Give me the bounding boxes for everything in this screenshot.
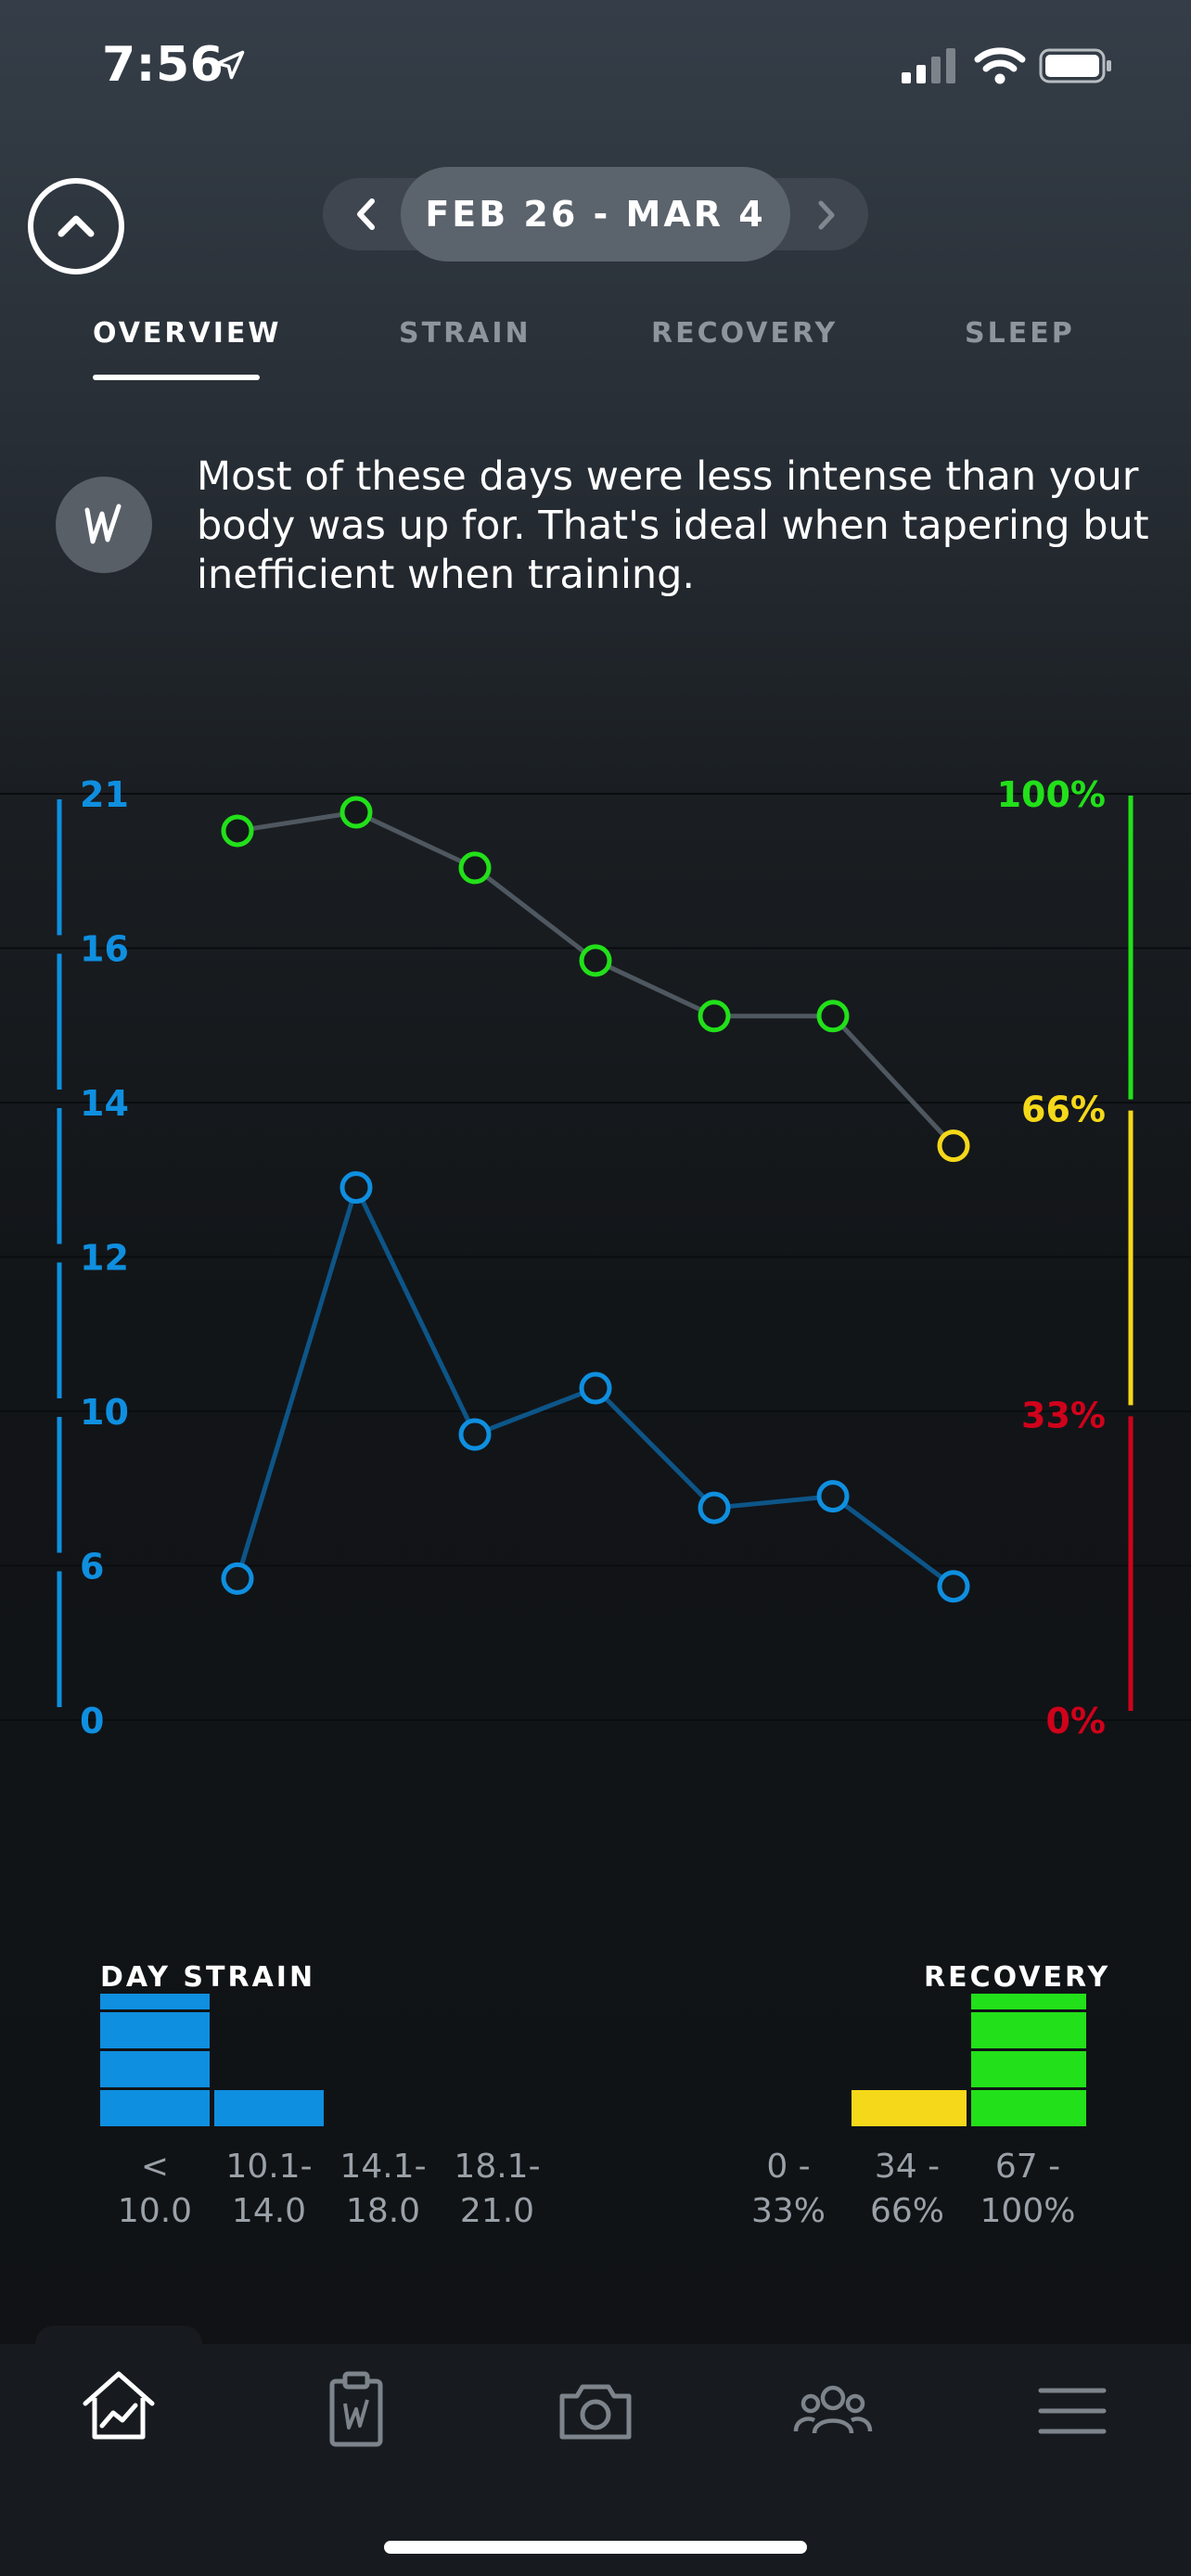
recovery-point[interactable] — [221, 814, 254, 848]
whoop-logo — [56, 477, 152, 573]
date-range-label[interactable]: FEB 26 - MAR 4 — [401, 167, 790, 261]
tab-sleep[interactable]: SLEEP — [965, 317, 1075, 350]
whoop-logo-icon — [84, 504, 122, 544]
recovery-hist-title: RECOVERY — [924, 1961, 1111, 1994]
journal-icon[interactable] — [310, 2363, 403, 2455]
recovery-bin-label: 67 - — [995, 2148, 1060, 2186]
insight-text: Most of these days were less intense tha… — [197, 453, 1149, 598]
strain-point[interactable] — [937, 1570, 970, 1603]
strain-bin-label: < — [141, 2148, 169, 2186]
strain-point[interactable] — [816, 1480, 850, 1513]
collapse-button[interactable] — [28, 178, 124, 274]
camera-icon[interactable] — [549, 2363, 642, 2455]
strain-bin-label: 14.0 — [232, 2192, 306, 2225]
strain-hist-block — [100, 2012, 210, 2048]
right-tick-label: 66% — [1021, 1090, 1106, 1130]
right-tick-label: 0% — [1045, 1701, 1106, 1741]
menu-icon[interactable] — [1026, 2363, 1119, 2455]
recovery-bin-label: 34 - — [875, 2148, 940, 2186]
recovery-hist-block — [971, 2051, 1086, 2087]
strain-bin-label: 14.1- — [339, 2148, 426, 2186]
recovery-bin-label: 100% — [980, 2192, 1076, 2225]
recovery-bin-label: 33% — [751, 2192, 826, 2225]
recovery-hist-block — [971, 1994, 1086, 2009]
strain-bin-label: 10.0 — [118, 2192, 192, 2225]
recovery-bin-label: 66% — [870, 2192, 944, 2225]
day-strain-title: DAY STRAIN — [100, 1961, 316, 1994]
strain-hist-block — [100, 1994, 210, 2009]
left-tick-label: 0 — [80, 1701, 104, 1741]
wifi-icon — [974, 47, 1026, 84]
left-tick-label: 12 — [80, 1238, 129, 1279]
strain-point[interactable] — [458, 1418, 492, 1451]
strain-hist-block — [100, 2090, 210, 2126]
right-tick-label: 33% — [1021, 1395, 1106, 1435]
recovery-line — [237, 810, 955, 1148]
chevron-left-icon[interactable] — [351, 196, 382, 233]
tab-recovery[interactable]: RECOVERY — [651, 317, 839, 350]
left-tick-label: 10 — [80, 1392, 129, 1433]
active-tab-indicator — [93, 375, 260, 380]
collapse-up-icon — [58, 215, 95, 237]
strain-bin-label: 10.1- — [225, 2148, 312, 2186]
community-icon[interactable] — [787, 2363, 879, 2455]
recovery-point[interactable] — [458, 851, 492, 885]
tab-strain[interactable]: STRAIN — [399, 317, 531, 350]
right-tick-label: 100% — [997, 774, 1106, 815]
strain-point[interactable] — [339, 1171, 373, 1205]
battery-icon — [1039, 48, 1111, 83]
nav-active-indicator — [35, 2326, 202, 2353]
recovery-point[interactable] — [339, 796, 373, 829]
recovery-bin-label: 0 - — [766, 2148, 810, 2186]
strain-point[interactable] — [698, 1491, 731, 1524]
distribution-histograms: <10.0 10.1- 14.0 14.1- 18.0 18.1- 21.0 0 - 33% 34… — [100, 1994, 1086, 2225]
strain-bin-label: 18.0 — [346, 2192, 420, 2225]
tab-overview[interactable]: OVERVIEW — [93, 317, 282, 350]
left-tick-label: 16 — [80, 929, 129, 970]
recovery-hist-block — [971, 2090, 1086, 2126]
recovery-point[interactable] — [937, 1129, 970, 1163]
strain-bin-label: 21.0 — [460, 2192, 534, 2225]
recovery-hist-block — [852, 2090, 967, 2126]
home-indicator — [384, 2541, 807, 2554]
cellular-signal-icon — [902, 48, 955, 83]
recovery-point[interactable] — [698, 1000, 731, 1033]
recovery-hist-block — [971, 2012, 1086, 2048]
status-time: 7:56 — [102, 37, 224, 93]
strain-point[interactable] — [579, 1371, 612, 1405]
left-tick-label: 6 — [80, 1547, 104, 1588]
bottom-nav — [0, 2344, 1191, 2576]
recovery-point[interactable] — [816, 1000, 850, 1033]
chevron-right-icon[interactable] — [813, 198, 840, 232]
left-tick-label: 14 — [80, 1083, 129, 1124]
home-chart-icon[interactable] — [72, 2363, 165, 2455]
strain-hist-block — [100, 2051, 210, 2087]
strain-point[interactable] — [221, 1562, 254, 1595]
location-arrow-icon — [215, 50, 245, 80]
strain-bin-label: 18.1- — [454, 2148, 540, 2186]
recovery-point[interactable] — [579, 944, 612, 977]
strain-hist-block — [214, 2090, 324, 2126]
left-tick-label: 21 — [80, 774, 129, 815]
